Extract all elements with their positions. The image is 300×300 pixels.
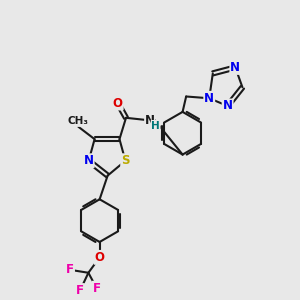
Text: O: O [113, 97, 123, 110]
Text: O: O [94, 251, 105, 264]
Text: N: N [145, 114, 155, 127]
Text: F: F [66, 263, 74, 276]
Text: S: S [121, 154, 130, 167]
Text: F: F [76, 284, 84, 297]
Text: N: N [230, 61, 240, 74]
Text: N: N [223, 100, 232, 112]
Text: F: F [93, 282, 101, 295]
Text: CH₃: CH₃ [68, 116, 89, 126]
Text: H: H [151, 121, 160, 130]
Text: N: N [204, 92, 214, 105]
Text: N: N [84, 154, 94, 167]
